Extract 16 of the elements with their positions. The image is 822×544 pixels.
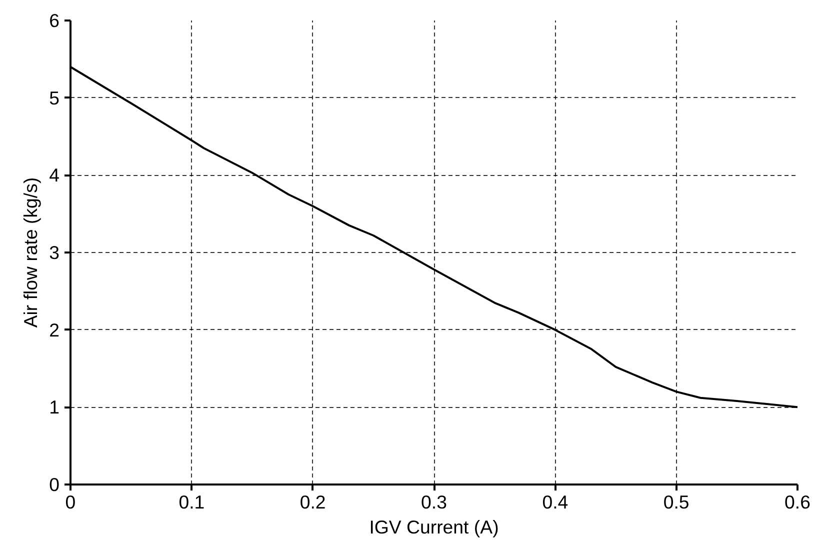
y-tick-label: 4 <box>49 164 60 186</box>
y-tick-label: 3 <box>49 242 60 263</box>
x-tick-label: 0.1 <box>178 492 205 512</box>
x-axis-title: IGV Current (A) <box>369 516 499 538</box>
x-tick-label: 0.6 <box>784 492 810 512</box>
x-tick-label: 0.3 <box>421 492 447 512</box>
y-tick-label: 2 <box>49 319 60 340</box>
x-tick-label: 0.5 <box>663 492 690 512</box>
y-tick-label: 0 <box>49 474 60 495</box>
y-axis-title: Air flow rate (kg/s) <box>20 177 42 328</box>
x-tick-label: 0.4 <box>542 492 568 512</box>
y-tick-label: 5 <box>49 87 60 108</box>
x-tick-label: 0 <box>65 492 76 512</box>
y-tick-label: 6 <box>49 10 60 31</box>
x-tick-label: 0.2 <box>300 492 326 512</box>
y-tick-label: 1 <box>49 396 60 418</box>
